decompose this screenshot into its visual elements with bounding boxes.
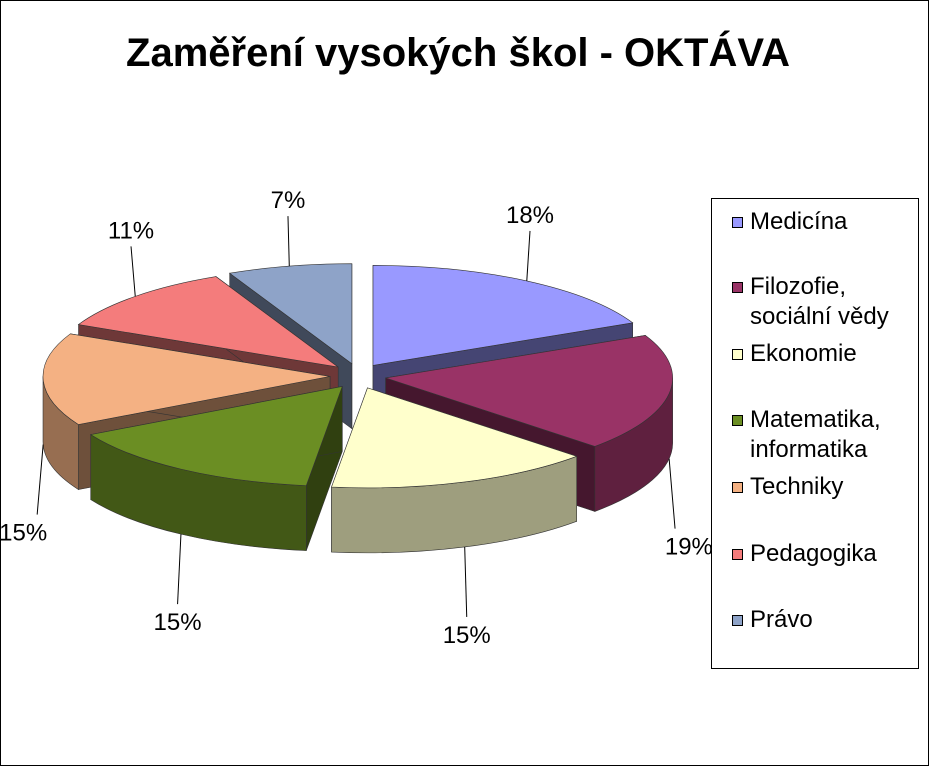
legend-label: informatika [750,436,868,463]
legend-swatch [732,282,743,293]
pie-slice [89,386,343,551]
pie-slices [42,263,673,554]
legend-label: Filozofie, [750,273,847,300]
data-label: 11% [108,217,154,244]
slice-top [42,333,331,425]
leader-line [287,216,290,267]
leader-line [177,534,182,605]
data-label: 15% [443,622,491,649]
slice-top [385,335,673,447]
data-label: 15% [154,609,202,636]
slice-top [372,265,634,366]
legend-swatch [732,549,743,560]
slice-top [89,386,343,486]
data-labels: 18% 19% 15% 15% 15% 11% 7% [1,187,713,649]
leader-line [130,246,136,297]
slice-top [77,276,339,368]
leader-line [668,458,676,529]
legend-label: Pedagogika [750,540,877,567]
legend-swatch [732,415,743,426]
chart-title: Zaměření vysokých škol - OKTÁVA [126,31,790,75]
data-label: 19% [665,534,713,561]
legend-swatch [732,349,743,360]
legend-label: Ekonomie [750,340,857,367]
legend-label: Medicína [750,208,848,235]
leader-line [36,444,44,515]
slice-top [331,387,578,489]
data-label: 18% [506,202,554,229]
legend-label: sociální vědy [750,303,889,330]
leader-line [526,230,531,281]
slice-top [228,263,353,365]
legend-label: Matematika, [750,406,881,433]
legend-label: Právo [750,606,813,633]
leader-line [464,546,468,617]
data-label: 15% [1,520,47,547]
legend-swatch [732,217,743,228]
legend-swatch [732,482,743,493]
legend: Medicína Filozofie, sociální vědy Ekonomie M… [711,198,919,669]
legend-swatch [732,615,743,626]
data-label: 7% [271,187,306,214]
pie-slice [331,387,578,554]
legend-label: Techniky [750,473,844,500]
